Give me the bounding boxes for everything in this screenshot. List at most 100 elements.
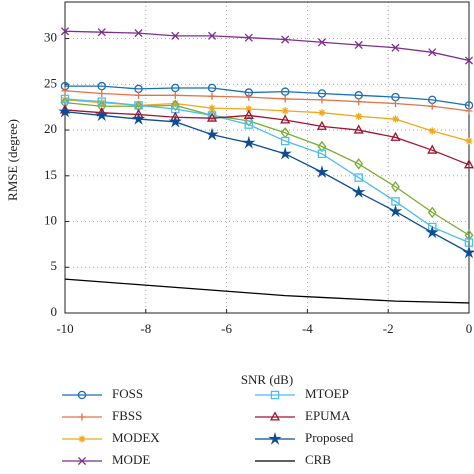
marker [58, 104, 72, 118]
marker [315, 165, 329, 178]
marker [170, 99, 180, 112]
marker [353, 124, 364, 134]
marker [428, 102, 436, 110]
marker [245, 105, 253, 113]
legend-label: FOSS [112, 386, 143, 401]
y-tick-label: 30 [44, 30, 57, 45]
y-tick-label: 10 [44, 213, 57, 228]
marker [61, 96, 69, 104]
marker [425, 225, 439, 239]
marker [95, 108, 109, 122]
marker [77, 390, 87, 400]
marker [78, 435, 86, 443]
marker [463, 159, 474, 169]
marker [391, 43, 400, 52]
marker [244, 120, 254, 129]
series-line [64, 111, 470, 254]
marker [351, 185, 366, 198]
marker [207, 31, 217, 40]
marker [134, 91, 143, 99]
x-tick-label: -6 [221, 321, 232, 336]
series-line [64, 30, 470, 62]
marker [428, 48, 437, 57]
marker [270, 390, 280, 400]
marker [168, 114, 183, 128]
marker [428, 127, 436, 135]
marker [97, 28, 106, 37]
marker [280, 114, 291, 124]
marker [243, 109, 254, 119]
marker [317, 140, 327, 153]
legend-label: MODE [112, 452, 150, 467]
marker [77, 456, 87, 466]
marker [354, 40, 363, 50]
series-line [65, 85, 470, 107]
marker [78, 413, 86, 421]
marker [280, 136, 290, 146]
marker [205, 127, 219, 141]
legend-label: MODEX [112, 430, 160, 445]
x-tick-label: -10 [56, 321, 73, 336]
y-axis-label: RMSE (degree) [5, 119, 20, 201]
marker [207, 109, 217, 122]
marker [207, 83, 217, 93]
marker [207, 111, 217, 120]
marker [390, 131, 401, 141]
marker [316, 120, 328, 130]
marker [61, 87, 69, 95]
legend-label: MTOEP [305, 386, 349, 401]
marker [354, 173, 363, 182]
series-line [64, 90, 470, 112]
marker [171, 83, 180, 93]
marker [355, 112, 363, 120]
marker [427, 206, 437, 219]
marker [280, 87, 290, 96]
marker [268, 431, 282, 445]
marker [465, 137, 473, 145]
marker [131, 112, 146, 125]
y-tick-label: 20 [44, 121, 57, 136]
marker [244, 115, 254, 127]
marker [391, 115, 400, 123]
x-axis-label: SNR (dB) [241, 372, 293, 387]
marker [269, 411, 281, 421]
marker [208, 92, 216, 100]
legend-label: CRB [305, 452, 331, 467]
series-line [64, 278, 470, 304]
marker [391, 181, 400, 193]
marker [318, 109, 326, 117]
marker [355, 98, 363, 106]
legend-label: Proposed [305, 430, 354, 445]
marker [98, 89, 106, 98]
marker [171, 91, 179, 99]
x-tick-label: -4 [302, 321, 313, 336]
marker [60, 27, 70, 36]
marker [134, 29, 143, 38]
marker [206, 112, 218, 122]
marker [171, 99, 179, 108]
series-line [64, 101, 470, 236]
y-tick-label: 25 [44, 75, 57, 90]
marker [97, 81, 107, 91]
y-tick-label: 15 [44, 167, 57, 182]
legend-label: EPUMA [305, 408, 351, 423]
marker [60, 94, 70, 104]
marker [318, 96, 326, 104]
marker [391, 99, 400, 108]
marker [354, 158, 364, 170]
plot-frame [64, 1, 470, 314]
marker [317, 149, 327, 159]
marker [464, 229, 474, 241]
x-tick-label: -8 [140, 321, 151, 336]
y-tick-label: 5 [51, 258, 58, 273]
marker [462, 245, 474, 259]
marker [245, 93, 253, 101]
legend-label: FBSS [112, 408, 142, 423]
marker [317, 38, 327, 47]
marker [281, 35, 290, 44]
x-tick-label: -2 [383, 321, 394, 336]
marker [171, 31, 180, 40]
marker [281, 107, 289, 115]
marker [427, 144, 438, 154]
series-line [64, 109, 470, 166]
